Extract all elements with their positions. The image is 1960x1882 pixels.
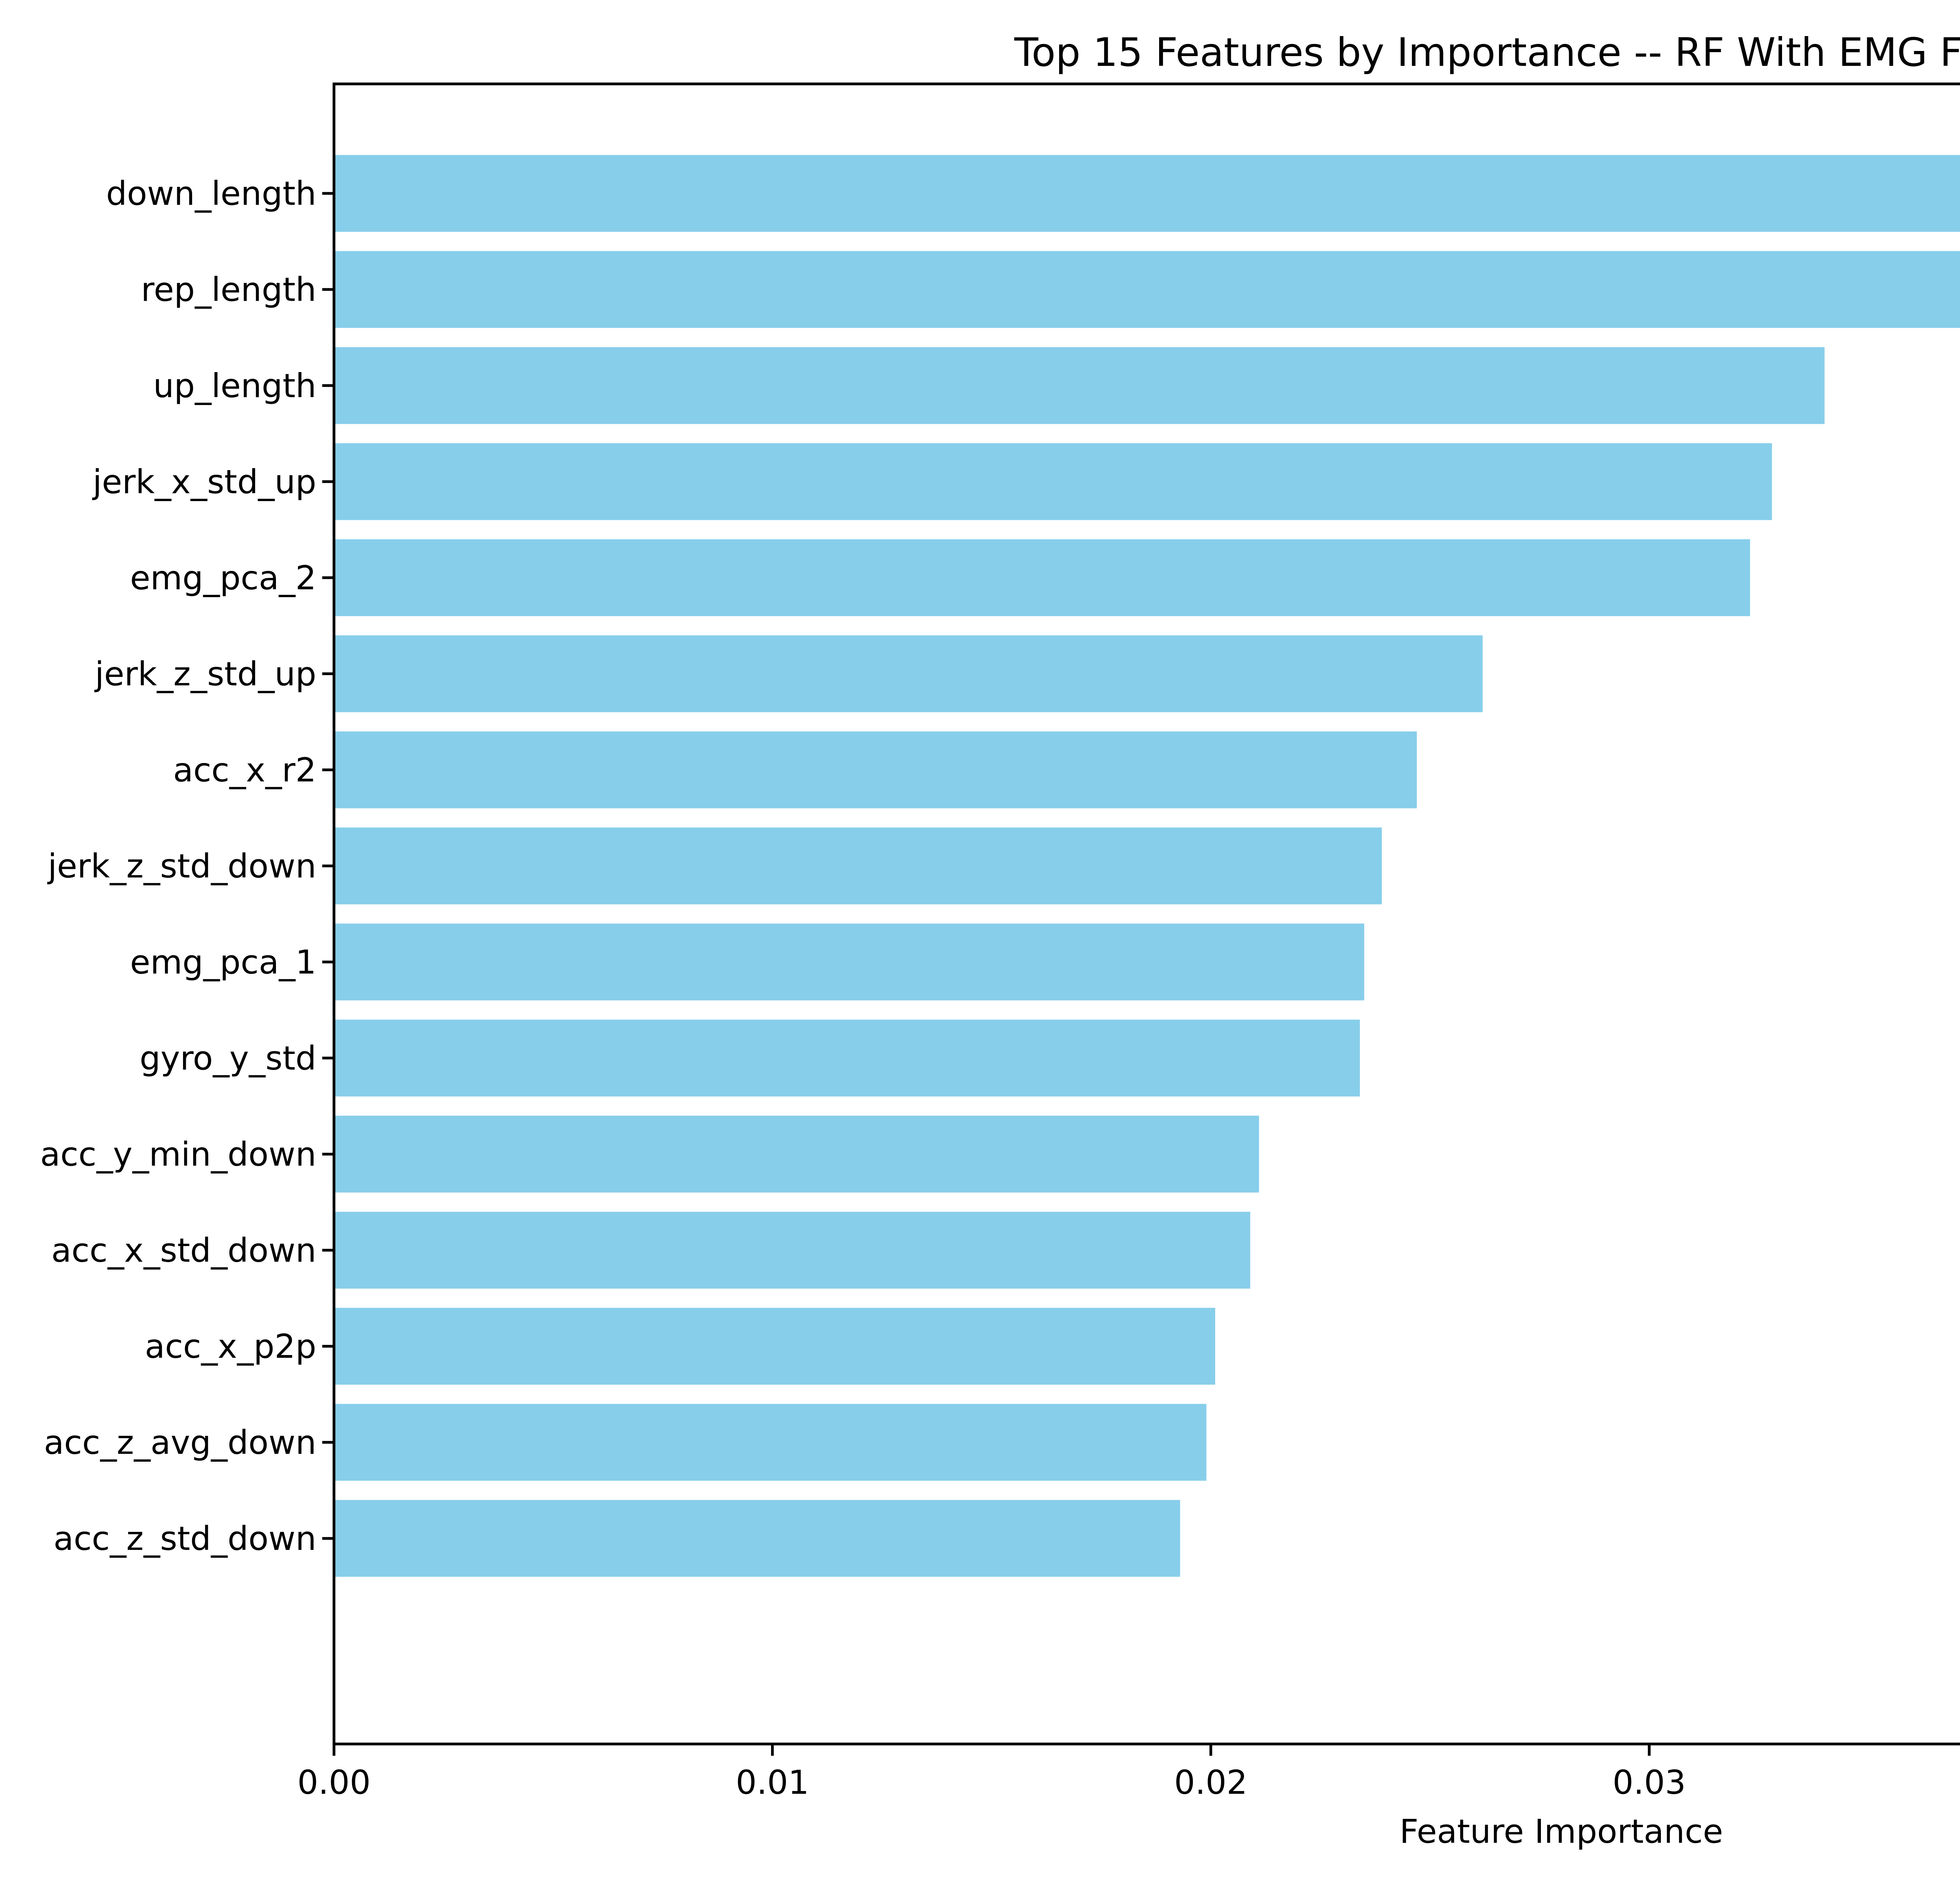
y-tick-label: acc_z_std_down (53, 1519, 316, 1558)
bar (334, 155, 1960, 232)
x-tick-label: 0.03 (1613, 1763, 1686, 1802)
y-tick-label: acc_z_avg_down (44, 1423, 316, 1462)
bar (334, 923, 1365, 1001)
y-tick-label: acc_x_r2 (173, 751, 316, 789)
bar (334, 251, 1960, 328)
y-tick-label: acc_x_std_down (51, 1231, 316, 1270)
x-tick-label: 0.00 (297, 1763, 370, 1802)
bar (334, 827, 1382, 905)
bar (334, 635, 1483, 712)
y-tick-label: jerk_x_std_up (92, 463, 317, 501)
bar (334, 1500, 1180, 1577)
plot-area: down_length rep_length up_length jerk_x_std… (40, 155, 1960, 1802)
bar (334, 443, 1772, 520)
y-tick-label: emg_pca_1 (130, 943, 316, 981)
bar (334, 347, 1825, 424)
bar (334, 1115, 1259, 1193)
y-tick-label: up_length (153, 367, 316, 405)
bar (334, 1308, 1215, 1385)
x-tick-label: 0.02 (1174, 1763, 1247, 1802)
y-tick-label: emg_pca_2 (130, 559, 316, 597)
bar (334, 539, 1750, 616)
y-tick-label: jerk_z_std_down (47, 847, 316, 885)
bar (334, 1019, 1360, 1097)
axes-frame (332, 82, 1960, 1746)
y-tick-label: down_length (106, 174, 316, 213)
chart-title: Top 15 Features by Importance -- RF With… (1014, 29, 1960, 75)
y-tick-label: acc_y_min_down (40, 1135, 316, 1174)
y-tick-label: rep_length (141, 271, 316, 309)
bar (334, 1212, 1250, 1289)
y-tick-label: jerk_z_std_up (94, 655, 316, 693)
x-tick-label: 0.01 (736, 1763, 809, 1802)
bar (334, 731, 1417, 808)
x-axis-label: Feature Importance (1399, 1812, 1723, 1851)
bar (334, 1404, 1207, 1481)
y-tick-label: acc_x_p2p (145, 1327, 316, 1366)
y-tick-label: gyro_y_std (140, 1039, 316, 1077)
